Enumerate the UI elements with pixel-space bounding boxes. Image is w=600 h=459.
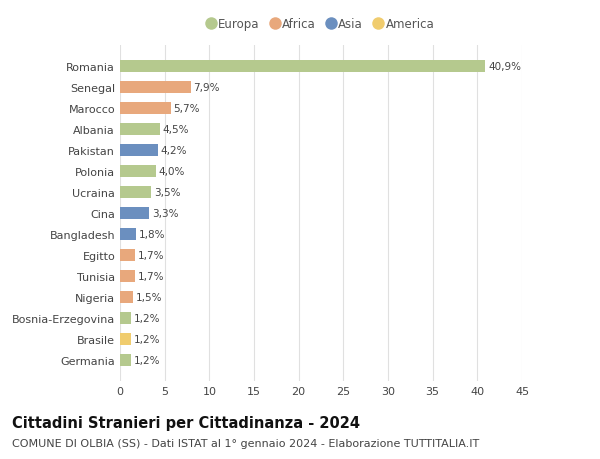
Bar xyxy=(120,250,135,261)
Bar xyxy=(120,354,131,366)
Text: 1,7%: 1,7% xyxy=(138,271,164,281)
Bar xyxy=(120,333,131,345)
Text: 4,5%: 4,5% xyxy=(163,125,190,134)
Bar xyxy=(120,124,160,135)
Text: 5,7%: 5,7% xyxy=(173,104,200,114)
Bar xyxy=(120,166,156,177)
Text: 1,7%: 1,7% xyxy=(138,250,164,260)
Bar xyxy=(120,291,133,303)
Bar xyxy=(120,145,158,157)
Bar xyxy=(120,229,136,240)
Text: 1,2%: 1,2% xyxy=(133,313,160,323)
Text: 1,8%: 1,8% xyxy=(139,230,165,239)
Bar xyxy=(120,187,151,198)
Text: 4,2%: 4,2% xyxy=(160,146,187,156)
Text: 4,0%: 4,0% xyxy=(158,167,185,177)
Text: Cittadini Stranieri per Cittadinanza - 2024: Cittadini Stranieri per Cittadinanza - 2… xyxy=(12,415,360,431)
Text: 40,9%: 40,9% xyxy=(488,62,521,72)
Bar xyxy=(120,207,149,219)
Text: 3,3%: 3,3% xyxy=(152,208,179,218)
Bar xyxy=(120,103,171,114)
Text: COMUNE DI OLBIA (SS) - Dati ISTAT al 1° gennaio 2024 - Elaborazione TUTTITALIA.I: COMUNE DI OLBIA (SS) - Dati ISTAT al 1° … xyxy=(12,438,479,448)
Bar xyxy=(120,313,131,324)
Bar xyxy=(120,270,135,282)
Legend: Europa, Africa, Asia, America: Europa, Africa, Asia, America xyxy=(208,18,434,31)
Bar xyxy=(120,82,191,94)
Bar xyxy=(120,61,485,73)
Text: 1,2%: 1,2% xyxy=(133,355,160,365)
Text: 1,2%: 1,2% xyxy=(133,334,160,344)
Text: 1,5%: 1,5% xyxy=(136,292,163,302)
Text: 7,9%: 7,9% xyxy=(193,83,220,93)
Text: 3,5%: 3,5% xyxy=(154,188,181,197)
